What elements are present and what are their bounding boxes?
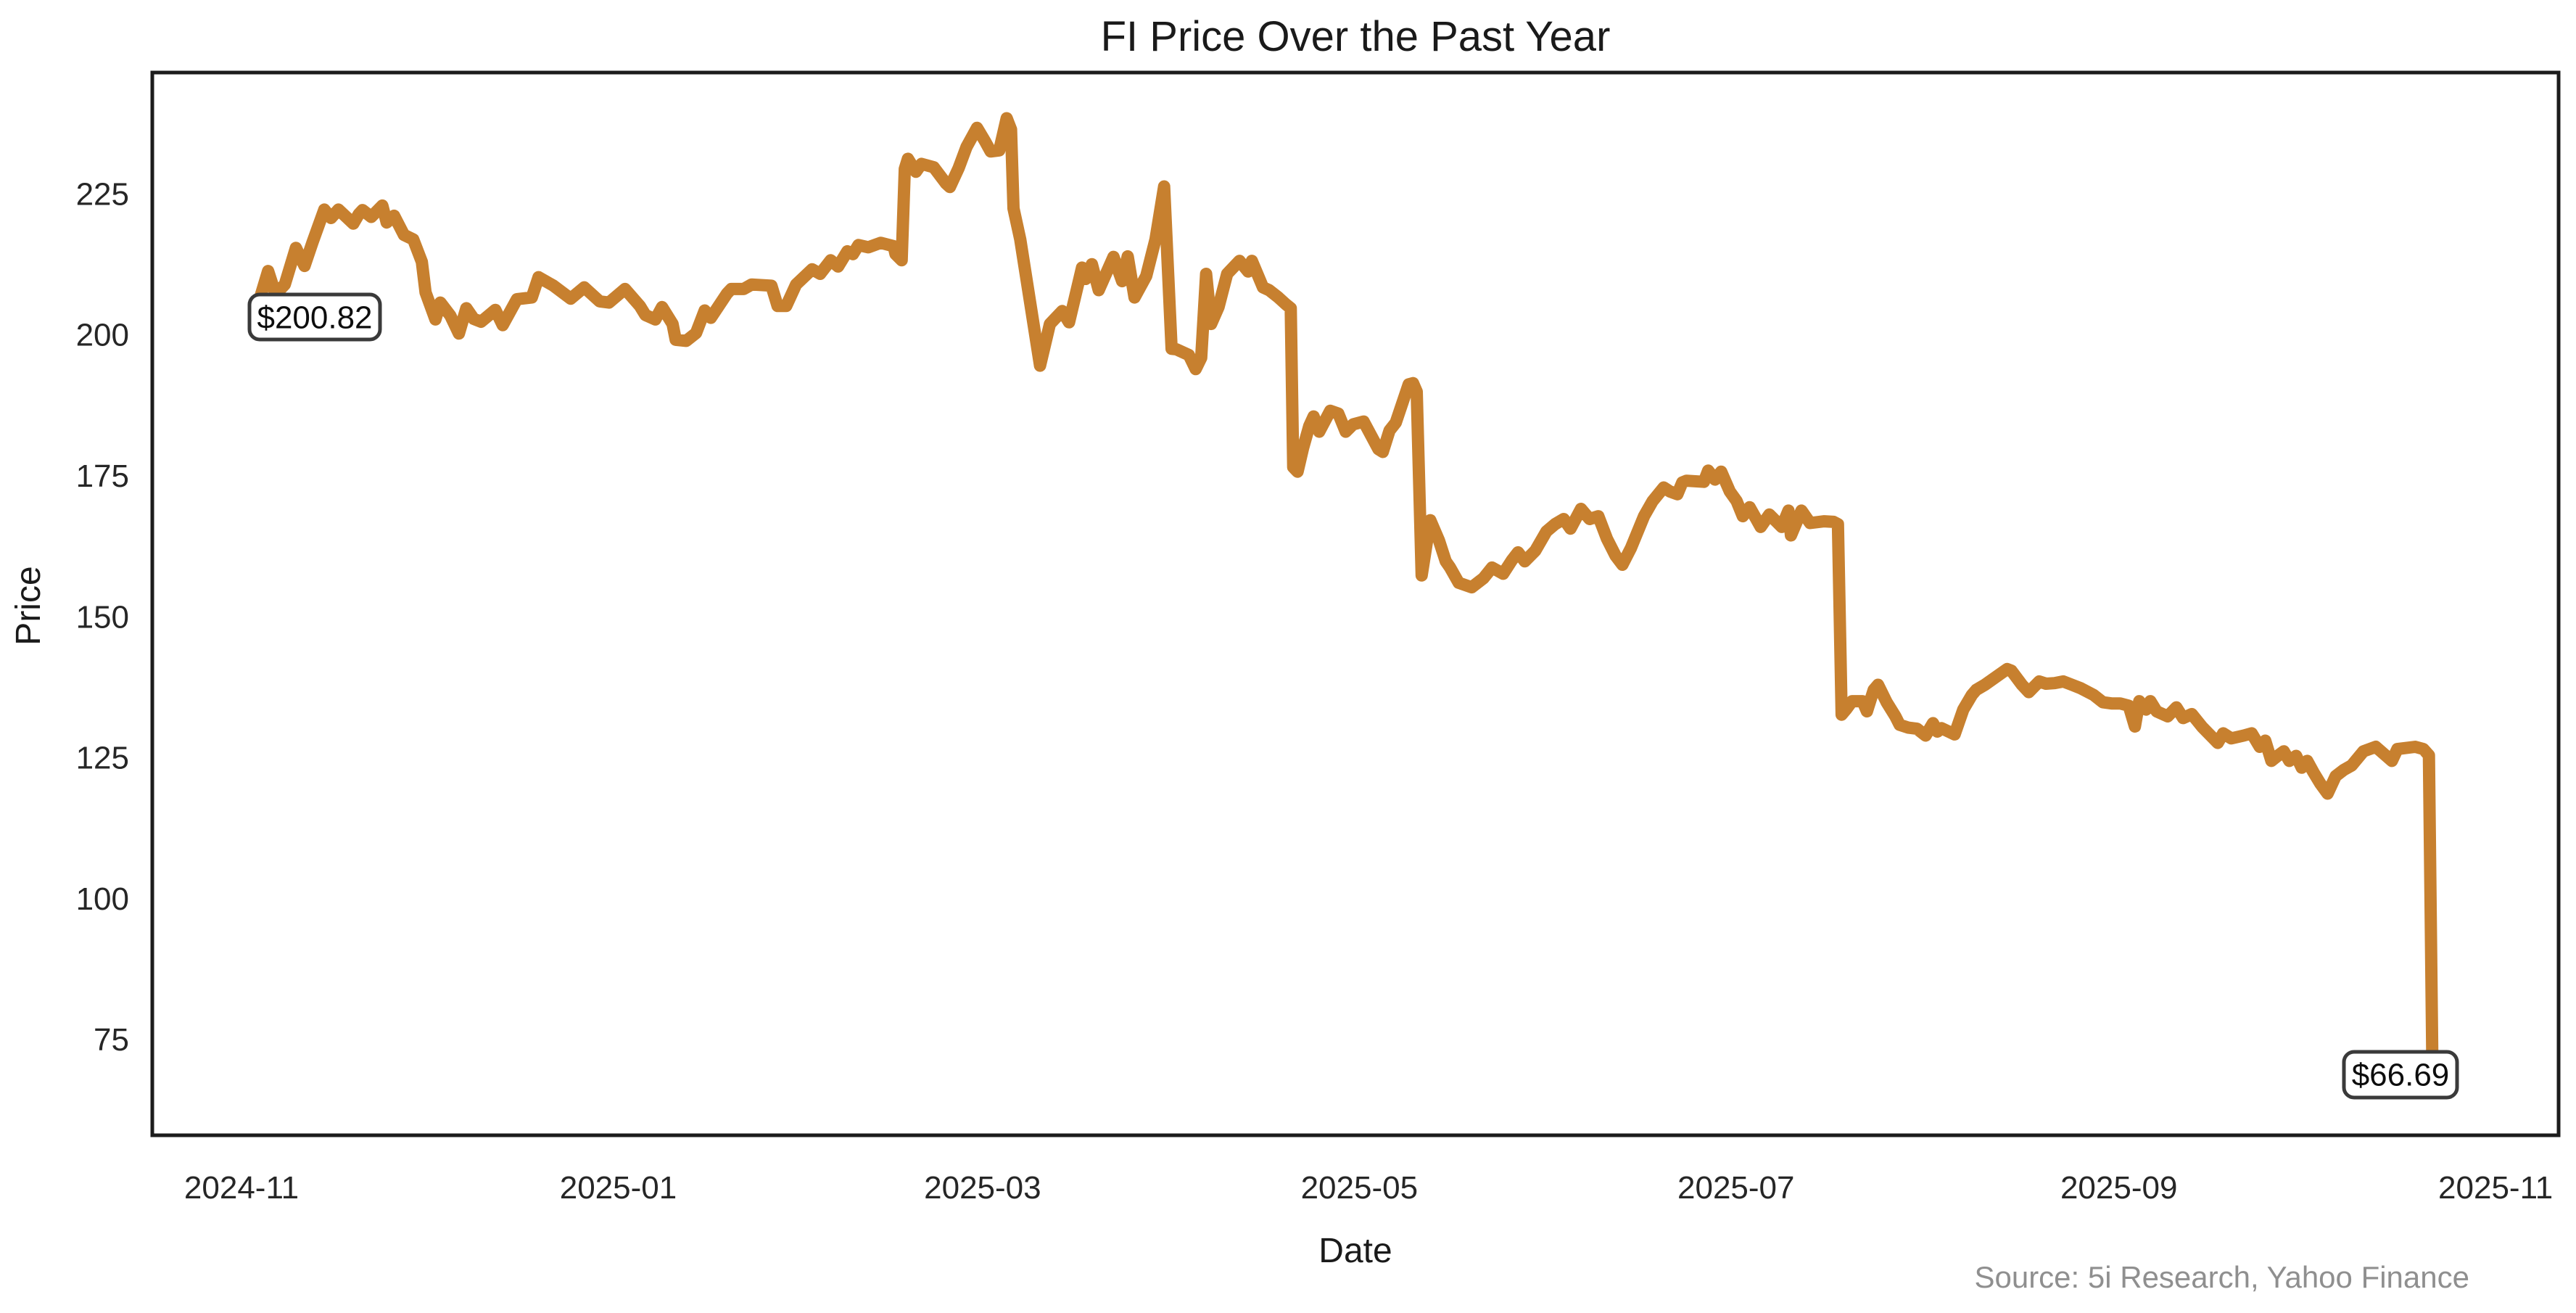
y-tick-label: 200 <box>76 318 129 353</box>
y-tick-label: 225 <box>76 176 129 212</box>
y-axis: 75 100 125 150 175 200 225 <box>76 176 129 1058</box>
start-price-annotation: $200.82 <box>247 292 382 342</box>
y-axis-label: Price <box>9 566 48 645</box>
y-tick-label: 175 <box>76 458 129 494</box>
x-tick-label: 2025-01 <box>560 1170 677 1206</box>
x-tick-label: 2025-09 <box>2060 1170 2177 1206</box>
x-tick-label: 2025-05 <box>1301 1170 1418 1206</box>
y-tick-label: 100 <box>76 881 129 917</box>
y-tick-label: 75 <box>94 1022 129 1058</box>
start-annotation-box <box>247 292 382 342</box>
start-annotation-text: $200.82 <box>257 300 372 336</box>
price-line <box>249 112 2439 1093</box>
chart-title: FI Price Over the Past Year <box>1101 13 1611 60</box>
source-note: Source: 5i Research, Yahoo Finance <box>1974 1260 2469 1294</box>
x-tick-label: 2025-03 <box>924 1170 1041 1206</box>
end-annotation-box <box>2342 1050 2459 1100</box>
y-tick-label: 125 <box>76 741 129 776</box>
end-price-annotation: $66.69 <box>2342 1050 2459 1100</box>
x-axis-label: Date <box>1318 1232 1392 1270</box>
x-tick-label: 2025-11 <box>2438 1170 2553 1206</box>
x-tick-label: 2024-11 <box>184 1170 299 1206</box>
end-annotation-text: $66.69 <box>2352 1058 2450 1093</box>
x-axis: 2024-11 2025-01 2025-03 2025-05 2025-07 2025-… <box>184 1170 2553 1206</box>
y-tick-label: 150 <box>76 599 129 635</box>
x-tick-label: 2025-07 <box>1677 1170 1794 1206</box>
plot-area <box>150 70 2561 1137</box>
